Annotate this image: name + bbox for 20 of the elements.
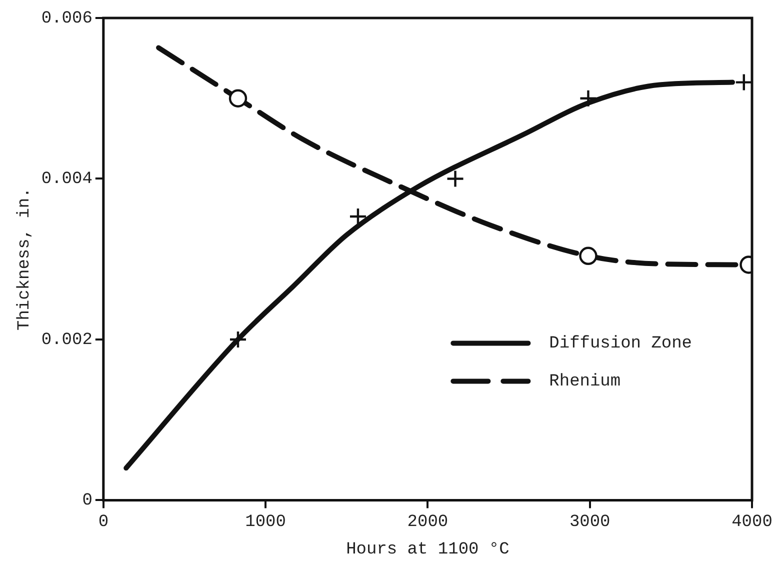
x-tick-label: 3000 [569, 512, 610, 532]
y-tick-label: 0.006 [41, 10, 92, 28]
point [228, 89, 248, 108]
y-tick-label: 0.004 [41, 170, 92, 190]
point [734, 73, 752, 92]
point [579, 89, 598, 108]
x-axis-title: Hours at 1100 °C [346, 540, 510, 560]
y-tick-label: 0 [82, 492, 92, 511]
point [579, 246, 598, 265]
legend-label: Diffusion Zone [549, 334, 692, 354]
y-tick-label: 0.002 [41, 330, 92, 350]
x-tick-label: 4000 [732, 512, 772, 532]
point [228, 330, 248, 349]
x-tick-label: 1000 [245, 512, 286, 532]
x-tick-label: 0 [98, 512, 109, 532]
legend-label: Rhenium [549, 372, 621, 392]
y-axis-title: Thickness, in. [16, 188, 35, 331]
x-tick-label: 2000 [407, 512, 448, 532]
point [446, 170, 464, 188]
point [348, 207, 368, 226]
